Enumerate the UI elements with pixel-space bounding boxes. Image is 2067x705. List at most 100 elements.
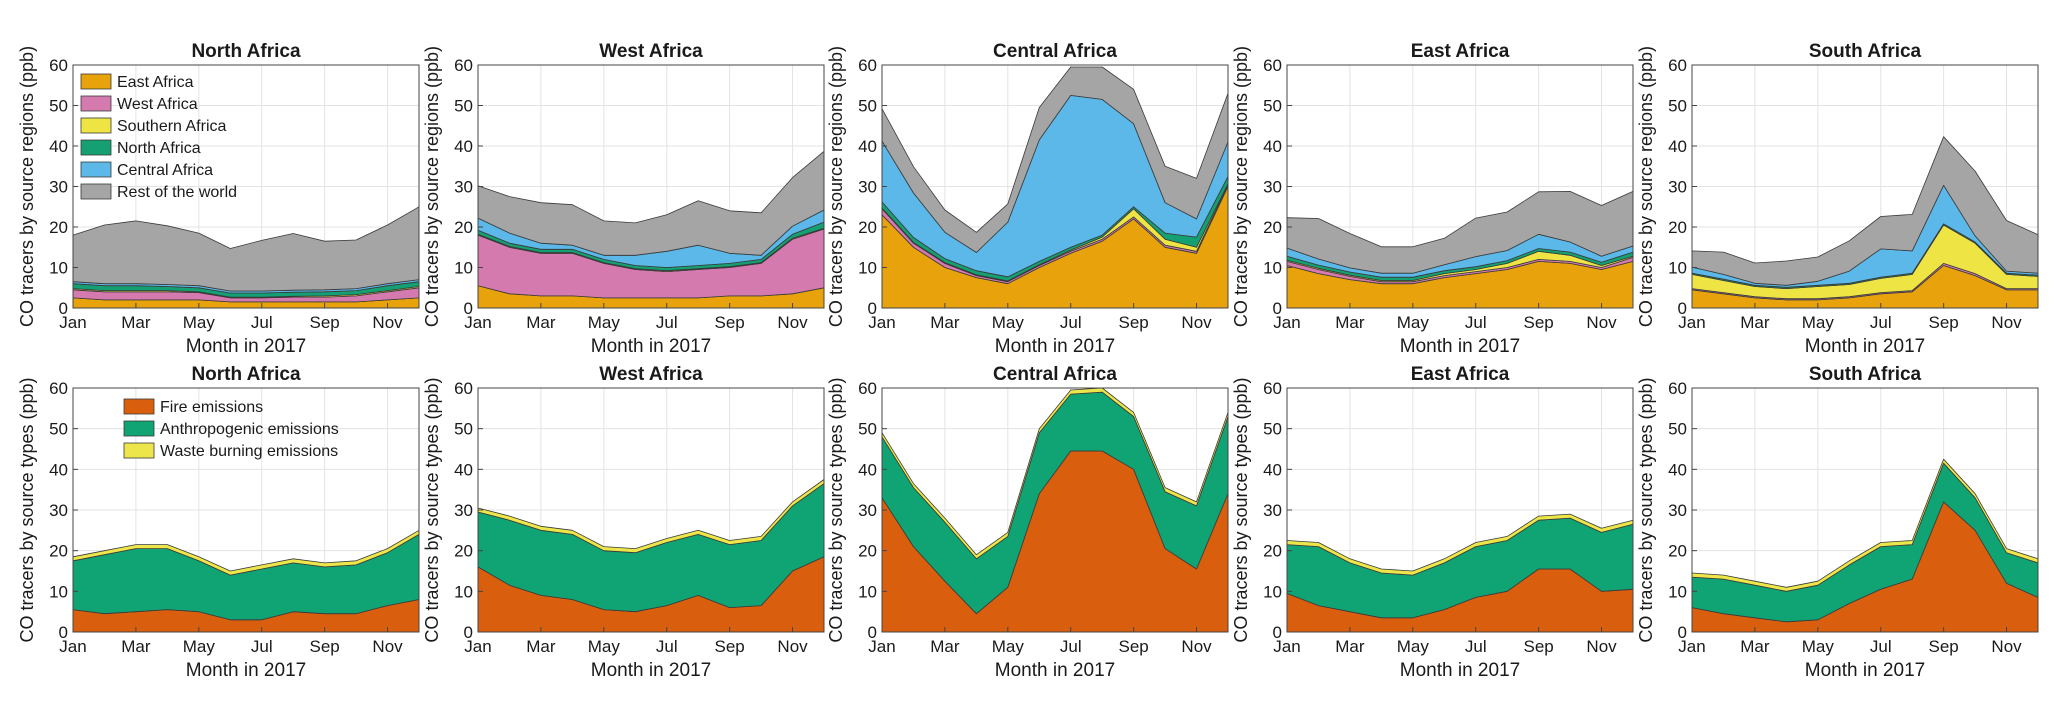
y-axis-label: CO tracers by source types (ppb) — [1636, 377, 1656, 642]
y-tick-label: 60 — [454, 56, 473, 75]
legend-swatch-waste-burning-emissions — [123, 442, 155, 459]
x-tick-label: Nov — [777, 313, 808, 332]
x-tick-label: May — [992, 637, 1025, 656]
x-tick-label: Mar — [1335, 313, 1365, 332]
y-tick-label: 20 — [49, 218, 68, 237]
y-tick-label: 60 — [49, 56, 68, 75]
y-tick-label: 10 — [1668, 259, 1687, 278]
legend-label-east-africa: East Africa — [117, 74, 194, 91]
y-tick-label: 0 — [59, 623, 68, 642]
y-tick-label: 0 — [1678, 299, 1687, 318]
panel-regions-east-africa: 0 10 20 30 40 50 60 Jan Mar May Jul Sep Nov East Afri… — [1231, 41, 1634, 357]
panel-title: South Africa — [1809, 41, 1922, 62]
x-tick-label: Mar — [121, 637, 151, 656]
y-tick-label: 30 — [454, 178, 473, 197]
x-tick-label: Jan — [1678, 313, 1705, 332]
legend-swatch-west-africa — [80, 95, 112, 112]
x-tick-label: Mar — [526, 313, 556, 332]
panel-regions-central-africa: 0 10 20 30 40 50 60 Jan Mar May Jul Sep Nov Central A… — [826, 41, 1229, 357]
y-tick-label: 50 — [1668, 420, 1687, 439]
y-tick-label: 30 — [1263, 501, 1282, 520]
x-tick-label: Nov — [1586, 313, 1617, 332]
legend-source-regions: East Africa West Africa Southern Africa Nor… — [80, 73, 237, 201]
x-tick-label: Nov — [777, 637, 808, 656]
legend-swatch-rest-of-the-world — [80, 183, 112, 200]
x-tick-label: Jul — [251, 313, 273, 332]
x-axis-label: Month in 2017 — [591, 336, 711, 357]
legend-label-rest-of-the-world: Rest of the world — [117, 184, 237, 201]
y-tick-label: 40 — [49, 460, 68, 479]
y-tick-label: 10 — [1668, 582, 1687, 601]
x-tick-label: May — [1397, 313, 1430, 332]
x-tick-label: May — [588, 313, 621, 332]
panel-types-east-africa: 0 10 20 30 40 50 60 Jan Mar May Jul Sep Nov East Afri… — [1231, 364, 1634, 681]
y-tick-label: 20 — [49, 542, 68, 561]
y-tick-label: 20 — [1263, 542, 1282, 561]
x-tick-label: Jan — [1273, 313, 1300, 332]
x-tick-label: Nov — [1586, 637, 1617, 656]
x-axis-label: Month in 2017 — [1805, 660, 1925, 681]
panel-title: West Africa — [599, 364, 703, 385]
x-tick-label: Sep — [1524, 313, 1554, 332]
y-tick-label: 60 — [49, 379, 68, 398]
x-tick-label: Jan — [59, 313, 86, 332]
x-axis-label: Month in 2017 — [591, 660, 711, 681]
x-tick-label: Mar — [526, 637, 556, 656]
x-tick-label: Sep — [1119, 313, 1149, 332]
y-tick-label: 0 — [1273, 299, 1282, 318]
x-tick-label: Sep — [1929, 637, 1959, 656]
x-tick-label: Mar — [930, 637, 960, 656]
y-tick-label: 10 — [49, 582, 68, 601]
panel-title: East Africa — [1411, 41, 1510, 62]
y-tick-label: 30 — [858, 501, 877, 520]
panel-title: North Africa — [191, 41, 301, 62]
y-tick-label: 20 — [858, 218, 877, 237]
y-tick-label: 50 — [454, 97, 473, 116]
panel-regions-west-africa: 0 10 20 30 40 50 60 Jan Mar May Jul Sep Nov West Afri… — [422, 41, 825, 357]
y-tick-label: 40 — [858, 460, 877, 479]
x-tick-label: Sep — [715, 637, 745, 656]
x-tick-label: Jul — [1060, 637, 1082, 656]
x-tick-label: Jan — [1678, 637, 1705, 656]
y-tick-label: 20 — [1668, 218, 1687, 237]
panel-regions-north-africa: 0 10 20 30 40 50 60 Jan Mar May Jul Sep Nov North Afr… — [17, 41, 420, 357]
y-tick-label: 30 — [1668, 501, 1687, 520]
x-axis-label: Month in 2017 — [1400, 660, 1520, 681]
y-tick-label: 40 — [1668, 137, 1687, 156]
y-tick-label: 0 — [59, 299, 68, 318]
legend-swatch-southern-africa — [80, 117, 112, 134]
panel-title: East Africa — [1411, 364, 1510, 385]
legend-label-central-africa: Central Africa — [117, 162, 213, 179]
legend-label-west-africa: West Africa — [117, 96, 198, 113]
y-tick-label: 10 — [454, 582, 473, 601]
y-tick-label: 60 — [1668, 56, 1687, 75]
y-tick-label: 10 — [858, 259, 877, 278]
x-tick-label: May — [992, 313, 1025, 332]
y-axis-label: CO tracers by source regions (ppb) — [1231, 46, 1251, 327]
x-tick-label: Sep — [1524, 637, 1554, 656]
y-tick-label: 50 — [858, 420, 877, 439]
y-tick-label: 50 — [1263, 420, 1282, 439]
x-tick-label: Jan — [868, 637, 895, 656]
x-tick-label: Jul — [656, 637, 678, 656]
y-tick-label: 0 — [868, 299, 877, 318]
y-tick-label: 50 — [1668, 97, 1687, 116]
y-tick-label: 60 — [454, 379, 473, 398]
area-rest-of-the-world — [72, 206, 420, 292]
x-tick-label: May — [588, 637, 621, 656]
y-tick-label: 30 — [1668, 178, 1687, 197]
y-tick-label: 60 — [1263, 379, 1282, 398]
y-tick-label: 40 — [1668, 460, 1687, 479]
y-tick-label: 50 — [49, 97, 68, 116]
panel-regions-south-africa: 0 10 20 30 40 50 60 Jan Mar May Jul Sep Nov South Afr… — [1636, 41, 2039, 357]
x-tick-label: Jul — [1870, 637, 1892, 656]
legend-label-waste-burning-emissions: Waste burning emissions — [160, 443, 338, 460]
x-axis-label: Month in 2017 — [1400, 336, 1520, 357]
y-tick-label: 30 — [1263, 178, 1282, 197]
x-tick-label: Sep — [1119, 637, 1149, 656]
y-tick-label: 50 — [454, 420, 473, 439]
panel-title: North Africa — [191, 364, 301, 385]
x-tick-label: Nov — [1991, 637, 2022, 656]
x-tick-label: May — [1397, 637, 1430, 656]
